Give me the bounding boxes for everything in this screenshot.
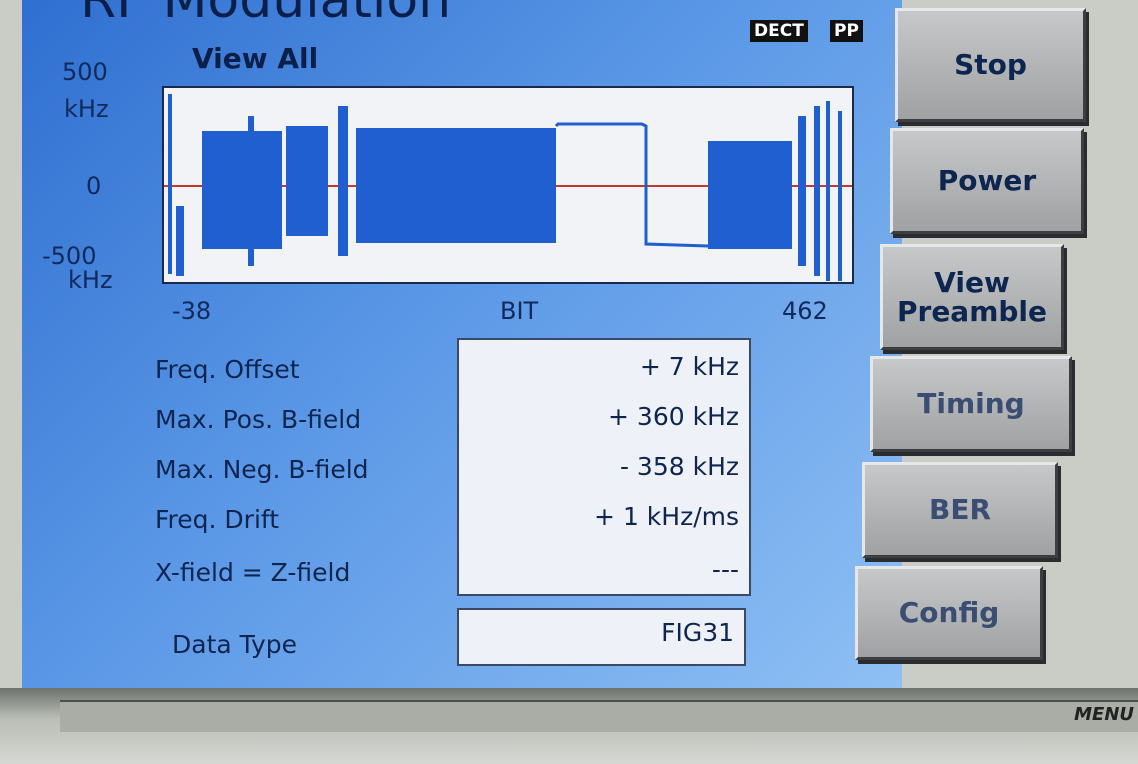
- x-label: BIT: [500, 297, 538, 325]
- bezel-strip: [60, 700, 1138, 732]
- y-label: 0: [86, 172, 101, 200]
- measurement-label: X-field = Z-field: [155, 558, 350, 587]
- badge: DECT: [750, 20, 808, 42]
- measurement-value: - 358 kHz: [620, 452, 739, 481]
- page: {"header": {"title": "RF Modulation", "s…: [0, 0, 1138, 764]
- badge: PP: [830, 20, 863, 42]
- data-type-label: Data Type: [172, 630, 297, 659]
- y-label: 500: [62, 58, 108, 86]
- menu-button[interactable]: BER: [862, 462, 1058, 558]
- x-label: 462: [782, 297, 828, 325]
- measurement-label: Max. Neg. B-field: [155, 455, 369, 484]
- subtitle: View All: [192, 42, 318, 75]
- y-label: kHz: [68, 266, 113, 294]
- menu-button[interactable]: Stop: [895, 8, 1086, 122]
- measurement-label: Freq. Offset: [155, 355, 300, 384]
- measurement-value: + 7 kHz: [640, 352, 739, 381]
- measurement-value: + 360 kHz: [608, 402, 739, 431]
- measurement-label: Max. Pos. B-field: [155, 405, 361, 434]
- menu-button[interactable]: Timing: [870, 356, 1072, 452]
- screen: RF Modulation View All DECT PP 500 kHz 0…: [22, 0, 902, 688]
- measurement-value: ---: [712, 555, 739, 584]
- y-label: kHz: [64, 95, 109, 123]
- menu-button[interactable]: Config: [855, 566, 1043, 660]
- menu-button[interactable]: View Preamble: [880, 244, 1064, 350]
- measurement-label: Freq. Drift: [155, 505, 279, 534]
- menu-button[interactable]: Power: [890, 128, 1084, 234]
- waveform-plot: [162, 86, 860, 286]
- measurement-value: + 1 kHz/ms: [594, 502, 739, 531]
- menu-label: MENU: [1074, 704, 1134, 725]
- title: RF Modulation: [80, 0, 451, 30]
- x-label: -38: [172, 297, 211, 325]
- data-type-value: FIG31: [661, 618, 734, 647]
